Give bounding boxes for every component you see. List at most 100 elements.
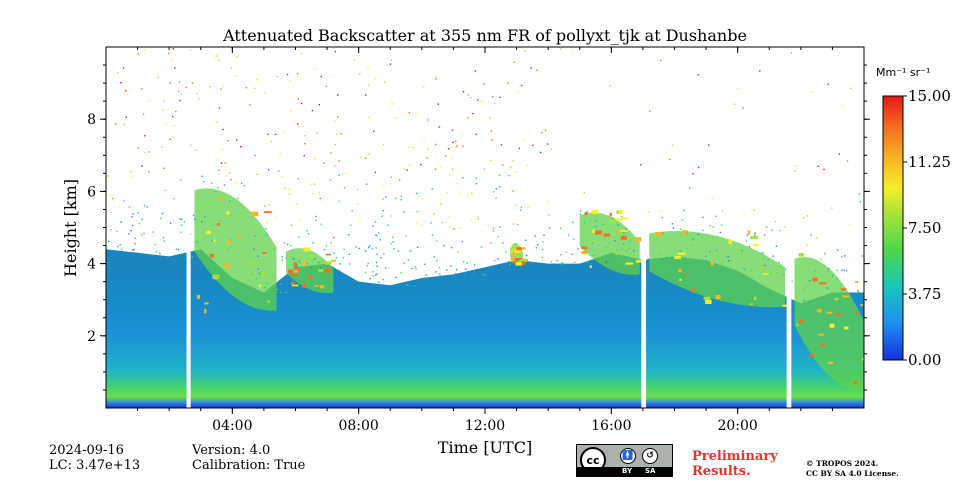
noise-speckle — [229, 239, 232, 241]
noise-speckle — [836, 269, 838, 272]
noise-speckle — [123, 200, 125, 202]
noise-speckle — [359, 73, 361, 75]
noise-speckle — [482, 273, 484, 276]
noise-speckle — [806, 215, 809, 217]
noise-speckle — [338, 160, 340, 162]
noise-speckle — [550, 148, 553, 150]
noise-speckle — [409, 284, 412, 286]
aerosol-cell — [818, 282, 827, 285]
noise-speckle — [846, 160, 849, 162]
noise-speckle — [517, 223, 519, 226]
colorbar — [882, 95, 904, 361]
noise-speckle — [415, 222, 418, 224]
noise-speckle — [163, 167, 165, 169]
noise-speckle — [420, 163, 422, 166]
noise-speckle — [376, 253, 378, 256]
y-axis-label: Height [km] — [61, 179, 80, 277]
noise-speckle — [336, 133, 338, 135]
noise-speckle — [177, 90, 180, 92]
noise-speckle — [211, 239, 213, 241]
noise-speckle — [649, 110, 651, 112]
data-gap — [186, 47, 191, 408]
noise-speckle — [455, 140, 457, 143]
noise-speckle — [743, 215, 745, 217]
noise-speckle — [179, 218, 181, 220]
x-tick-label: 08:00 — [338, 418, 378, 434]
noise-speckle — [737, 87, 739, 89]
preliminary-line2: Results. — [692, 464, 751, 479]
noise-speckle — [483, 168, 486, 170]
noise-speckle — [409, 164, 411, 166]
noise-speckle — [803, 299, 805, 302]
noise-speckle — [495, 188, 497, 190]
noise-speckle — [298, 260, 300, 262]
noise-speckle — [754, 232, 756, 234]
noise-speckle — [433, 256, 436, 258]
noise-speckle — [451, 168, 454, 170]
noise-speckle — [561, 262, 563, 264]
noise-speckle — [367, 262, 369, 265]
noise-speckle — [265, 282, 268, 284]
x-axis-label: Time [UTC] — [438, 438, 532, 457]
noise-speckle — [137, 212, 140, 214]
noise-speckle — [535, 247, 538, 249]
noise-speckle — [371, 248, 374, 250]
noise-speckle — [462, 177, 464, 179]
noise-speckle — [492, 227, 495, 229]
noise-speckle — [505, 251, 507, 253]
aerosol-cell — [325, 253, 331, 256]
footer-date: 2024-09-16 — [49, 443, 124, 458]
noise-speckle — [709, 225, 711, 227]
aerosol-cell — [324, 268, 331, 273]
noise-speckle — [424, 263, 426, 265]
noise-speckle — [669, 158, 671, 161]
aerosol-cell — [610, 218, 616, 223]
noise-speckle — [692, 238, 694, 240]
noise-speckle — [542, 241, 544, 243]
noise-speckle — [230, 179, 232, 181]
noise-speckle — [236, 215, 239, 218]
noise-speckle — [652, 259, 654, 262]
badge-bar — [577, 467, 672, 476]
noise-speckle — [306, 230, 308, 232]
noise-speckle — [483, 83, 485, 85]
noise-speckle — [254, 87, 256, 90]
noise-speckle — [861, 255, 863, 257]
noise-speckle — [299, 79, 302, 81]
noise-speckle — [772, 255, 774, 257]
noise-speckle — [609, 85, 612, 87]
noise-speckle — [196, 93, 198, 95]
noise-speckle — [285, 257, 287, 259]
noise-speckle — [512, 159, 514, 162]
aerosol-layers — [194, 188, 864, 391]
noise-speckle — [229, 172, 231, 174]
noise-speckle — [339, 263, 341, 265]
noise-speckle — [779, 229, 781, 232]
noise-speckle — [137, 53, 139, 55]
noise-speckle — [116, 72, 119, 74]
aerosol-cell — [685, 273, 688, 276]
aerosol-cell — [678, 252, 686, 255]
noise-speckle — [810, 234, 812, 236]
noise-speckle — [470, 96, 472, 99]
noise-speckle — [495, 197, 497, 199]
noise-speckle — [218, 107, 221, 109]
noise-speckle — [387, 224, 389, 226]
noise-speckle — [378, 281, 380, 283]
noise-speckle — [671, 144, 674, 147]
noise-speckle — [845, 270, 848, 272]
noise-speckle — [218, 169, 220, 171]
aerosol-cell — [217, 197, 224, 200]
aerosol-cell — [518, 259, 526, 263]
cc-license-badge[interactable]: cc 🚹 ↺ BY SA — [576, 444, 673, 477]
noise-speckle — [573, 238, 575, 240]
noise-speckle — [617, 224, 619, 227]
noise-speckle — [494, 259, 496, 262]
aerosol-cell — [289, 270, 295, 273]
noise-speckle — [406, 284, 409, 286]
noise-speckle — [222, 85, 224, 88]
noise-speckle — [374, 171, 377, 174]
noise-speckle — [420, 224, 423, 226]
noise-speckle — [160, 217, 162, 220]
noise-speckle — [841, 256, 843, 258]
